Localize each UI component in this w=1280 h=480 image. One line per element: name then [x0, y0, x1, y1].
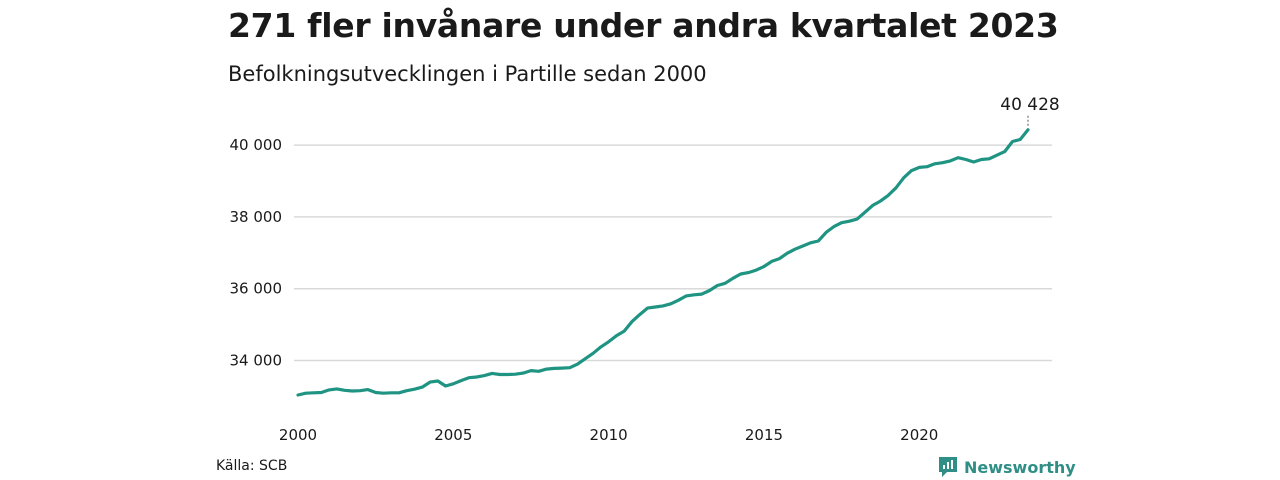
source-note: Källa: SCB [216, 458, 288, 474]
brand-name: Newsworthy [964, 457, 1076, 477]
y-tick-label: 40 000 [230, 136, 283, 154]
brand: Newsworthy [938, 456, 1076, 478]
x-tick-label: 2020 [900, 426, 938, 444]
chart-subtitle: Befolkningsutvecklingen i Partille sedan… [228, 62, 707, 86]
y-tick-label: 38 000 [230, 208, 283, 226]
newsworthy-logo-icon [939, 457, 957, 477]
series-group [296, 128, 1030, 397]
last-value-label: 40 428 [1000, 95, 1059, 115]
y-axis: 34 000 36 000 38 000 40 000 [230, 136, 283, 369]
series-line [296, 128, 1030, 397]
x-tick-label: 2015 [745, 426, 783, 444]
x-tick-label: 2000 [279, 426, 317, 444]
y-tick-label: 36 000 [230, 280, 283, 298]
x-axis: 2000 2005 2010 2015 2020 [279, 426, 938, 444]
grid-lines [294, 144, 1052, 362]
x-tick-label: 2005 [434, 426, 472, 444]
last-value-annotation: 40 428 [1000, 95, 1060, 126]
x-tick-label: 2010 [590, 426, 628, 444]
y-tick-label: 34 000 [230, 352, 283, 370]
chart-title: 271 fler invånare under andra kvartalet … [228, 6, 1059, 45]
